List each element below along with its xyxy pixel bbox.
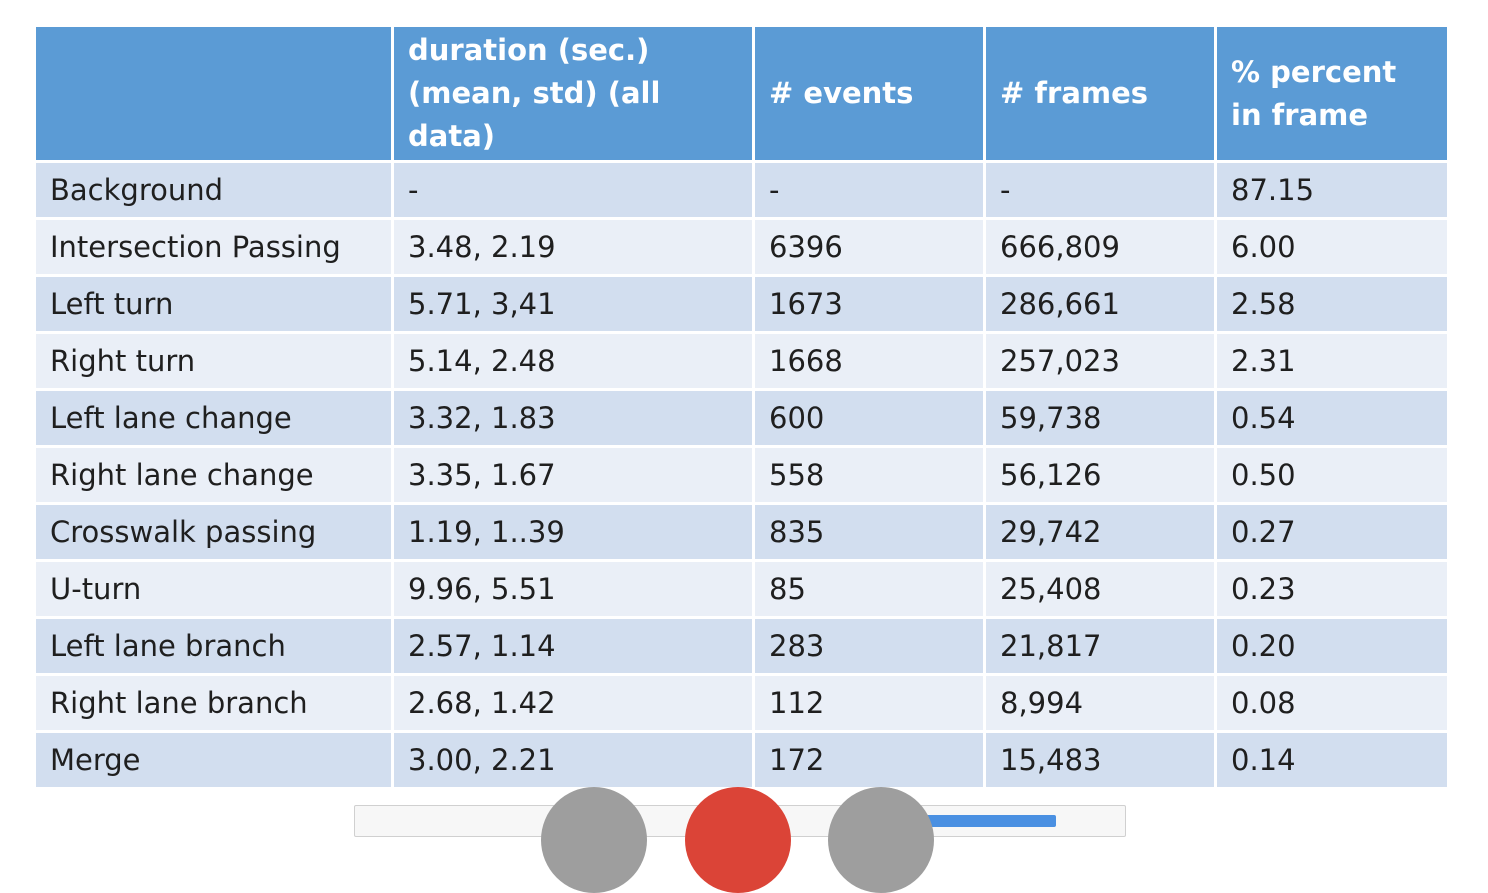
- cell-percent: 0.50: [1214, 445, 1450, 505]
- cell-event: Left turn: [33, 274, 394, 334]
- cell-events: 1673: [752, 274, 986, 334]
- cell-percent: 6.00: [1214, 217, 1450, 277]
- table-row: Left lane change 3.32, 1.83 600 59,738 0…: [33, 388, 1450, 448]
- cell-duration: 5.14, 2.48: [391, 331, 755, 391]
- cell-percent: 0.23: [1214, 559, 1450, 619]
- overlay-progress-indicator[interactable]: [922, 815, 1056, 827]
- cell-event: U-turn: [33, 559, 394, 619]
- table-header-row: duration (sec.) (mean, std) (all data) # …: [33, 24, 1450, 163]
- cell-duration: 3.00, 2.21: [391, 730, 755, 790]
- cell-duration: 2.68, 1.42: [391, 673, 755, 733]
- cell-percent: 0.54: [1214, 388, 1450, 448]
- cell-percent: 2.58: [1214, 274, 1450, 334]
- cell-event: Left lane branch: [33, 616, 394, 676]
- cell-event: Intersection Passing: [33, 217, 394, 277]
- cell-frames: 666,809: [983, 217, 1217, 277]
- cell-frames: 25,408: [983, 559, 1217, 619]
- header-duration-line2: (mean, std) (all data): [408, 76, 661, 153]
- cell-frames: 59,738: [983, 388, 1217, 448]
- cell-frames: 257,023: [983, 331, 1217, 391]
- cell-duration: 3.48, 2.19: [391, 217, 755, 277]
- cell-events: 600: [752, 388, 986, 448]
- header-percent: % percent in frame: [1214, 24, 1450, 163]
- table-row: Intersection Passing 3.48, 2.19 6396 666…: [33, 217, 1450, 277]
- cell-frames: 29,742: [983, 502, 1217, 562]
- cell-frames: 286,661: [983, 274, 1217, 334]
- cell-frames: 8,994: [983, 673, 1217, 733]
- header-duration-line1: duration (sec.): [408, 33, 650, 67]
- cell-events: 835: [752, 502, 986, 562]
- table-row: Background - - - 87.15: [33, 160, 1450, 220]
- table-row: Right turn 5.14, 2.48 1668 257,023 2.31: [33, 331, 1450, 391]
- table-row: Right lane change 3.35, 1.67 558 56,126 …: [33, 445, 1450, 505]
- cell-events: -: [752, 160, 986, 220]
- cell-events: 558: [752, 445, 986, 505]
- overlay-record-button[interactable]: [685, 787, 791, 893]
- cell-event: Merge: [33, 730, 394, 790]
- cell-frames: -: [983, 160, 1217, 220]
- cell-event: Right lane change: [33, 445, 394, 505]
- cell-percent: 87.15: [1214, 160, 1450, 220]
- cell-frames: 15,483: [983, 730, 1217, 790]
- cell-event: Left lane change: [33, 388, 394, 448]
- table-row: Merge 3.00, 2.21 172 15,483 0.14: [33, 730, 1450, 790]
- header-events: # events: [752, 24, 986, 163]
- cell-event: Crosswalk passing: [33, 502, 394, 562]
- cell-duration: 5.71, 3,41: [391, 274, 755, 334]
- overlay-grey-button[interactable]: [541, 787, 647, 893]
- cell-duration: -: [391, 160, 755, 220]
- cell-percent: 0.08: [1214, 673, 1450, 733]
- table-row: U-turn 9.96, 5.51 85 25,408 0.23: [33, 559, 1450, 619]
- cell-duration: 1.19, 1..39: [391, 502, 755, 562]
- cell-duration: 3.32, 1.83: [391, 388, 755, 448]
- header-duration: duration (sec.) (mean, std) (all data): [391, 24, 755, 163]
- statistics-table: duration (sec.) (mean, std) (all data) # …: [33, 24, 1450, 790]
- cell-events: 112: [752, 673, 986, 733]
- cell-frames: 21,817: [983, 616, 1217, 676]
- cell-frames: 56,126: [983, 445, 1217, 505]
- cell-events: 172: [752, 730, 986, 790]
- cell-events: 283: [752, 616, 986, 676]
- cell-events: 1668: [752, 331, 986, 391]
- cell-event: Right turn: [33, 331, 394, 391]
- cell-duration: 3.35, 1.67: [391, 445, 755, 505]
- cell-duration: 2.57, 1.14: [391, 616, 755, 676]
- cell-percent: 0.20: [1214, 616, 1450, 676]
- table-row: Left turn 5.71, 3,41 1673 286,661 2.58: [33, 274, 1450, 334]
- table-row: Left lane branch 2.57, 1.14 283 21,817 0…: [33, 616, 1450, 676]
- header-event-type: [33, 24, 394, 163]
- table-row: Crosswalk passing 1.19, 1..39 835 29,742…: [33, 502, 1450, 562]
- overlay-grey-button-right[interactable]: [828, 787, 934, 893]
- header-frames: # frames: [983, 24, 1217, 163]
- cell-event: Right lane branch: [33, 673, 394, 733]
- cell-percent: 0.27: [1214, 502, 1450, 562]
- table-row: Right lane branch 2.68, 1.42 112 8,994 0…: [33, 673, 1450, 733]
- cell-event: Background: [33, 160, 394, 220]
- cell-percent: 0.14: [1214, 730, 1450, 790]
- cell-percent: 2.31: [1214, 331, 1450, 391]
- cell-events: 85: [752, 559, 986, 619]
- cell-duration: 9.96, 5.51: [391, 559, 755, 619]
- cell-events: 6396: [752, 217, 986, 277]
